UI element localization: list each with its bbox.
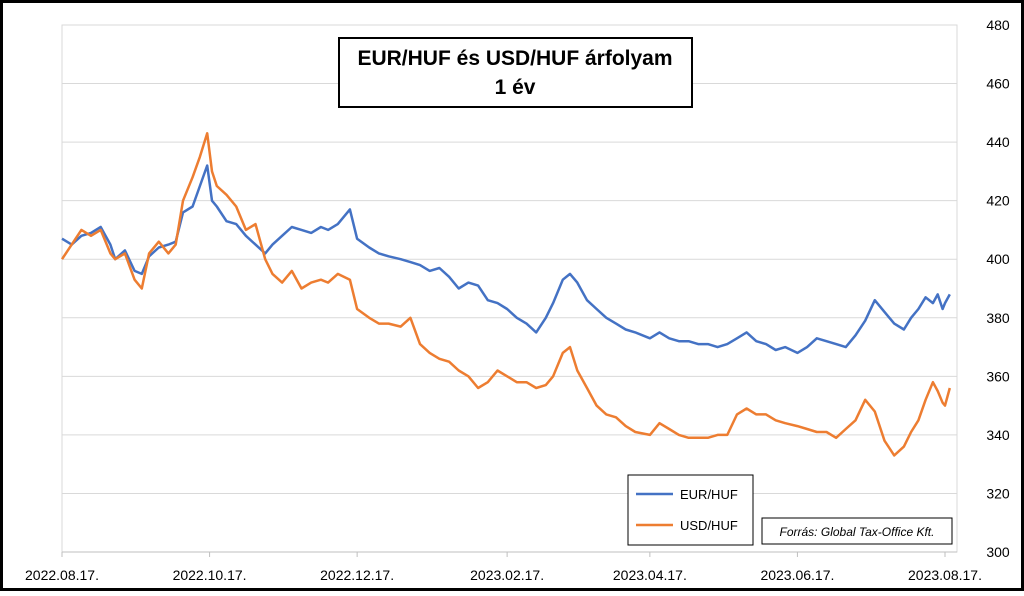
legend: EUR/HUF USD/HUF [627,474,754,546]
y-tick-label: 340 [986,427,1010,443]
legend-box [627,474,754,546]
source-text: Forrás: Global Tax-Office Kft. [780,525,935,539]
source-box [761,517,953,545]
x-axis: 2022.08.17. 2022.10.17. 2022.12.17. 2023.02… [25,551,982,583]
y-tick-label: 400 [986,251,1010,267]
x-tick-label: 2022.08.17. [25,567,99,583]
y-tick-label: 360 [986,368,1010,384]
x-tick-label: 2023.04.17. [613,567,687,583]
chart-subtitle: 1 év [495,76,536,99]
series-layer [60,132,952,457]
chart-title: EUR/HUF és USD/HUF árfolyam [357,47,672,70]
y-tick-label: 440 [986,134,1010,150]
x-tick-label: 2022.10.17. [173,567,247,583]
title-box: EUR/HUF és USD/HUF árfolyam 1 év [338,37,693,108]
y-axis: 300 320 340 360 380 400 420 440 460 480 [986,17,1010,560]
series-line-eur-huf [61,164,951,355]
grid-lines [62,24,957,553]
y-tick-label: 320 [986,485,1010,501]
source-note: Forrás: Global Tax-Office Kft. [761,517,953,545]
y-tick-label: 480 [986,17,1010,33]
y-tick-label: 420 [986,193,1010,209]
y-tick-label: 380 [986,310,1010,326]
legend-label-usd: USD/HUF [680,518,738,533]
plot-area [61,24,958,553]
y-tick-label: 300 [986,544,1010,560]
title-box-border [338,37,693,108]
y-tick-label: 460 [986,76,1010,92]
series-line-usd-huf [60,132,952,457]
x-tick-label: 2023.06.17. [760,567,834,583]
x-tick-label: 2023.08.17. [908,567,982,583]
x-tick-label: 2022.12.17. [320,567,394,583]
legend-label-eur: EUR/HUF [680,487,738,502]
x-tick-label: 2023.02.17. [470,567,544,583]
